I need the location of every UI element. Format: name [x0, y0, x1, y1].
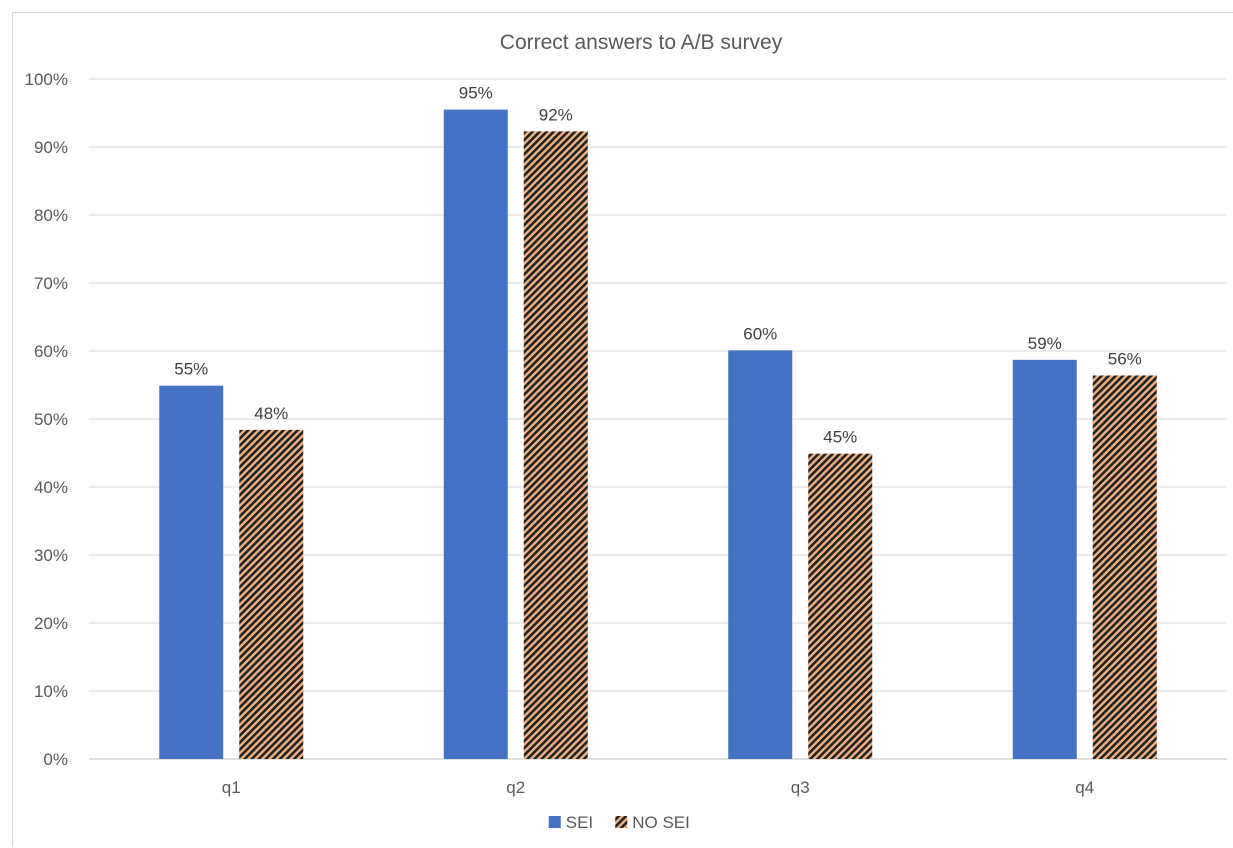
data-label: 55% — [174, 360, 208, 379]
x-tick-label: q2 — [506, 778, 525, 797]
legend: SEI NO SEI — [548, 813, 690, 832]
data-label: 92% — [539, 105, 573, 124]
y-tick-label: 100% — [25, 70, 68, 89]
bar-no-sei-q2 — [523, 131, 588, 760]
y-tick-label: 50% — [34, 410, 68, 429]
y-tick-label: 40% — [34, 478, 68, 497]
y-tick-label: 0% — [43, 750, 68, 769]
x-axis-ticks: q1 q2 q3 q4 — [222, 778, 1094, 797]
y-tick-label: 60% — [34, 342, 68, 361]
bar-sei-q2 — [443, 109, 508, 760]
y-tick-label: 90% — [34, 138, 68, 157]
bar-no-sei-q1 — [239, 429, 304, 759]
legend-label-sei: SEI — [566, 813, 593, 832]
legend-swatch-no-sei — [615, 816, 628, 828]
chart-title: Correct answers to A/B survey — [500, 31, 783, 54]
bar-sei-q1 — [159, 385, 224, 759]
data-label: 48% — [254, 404, 288, 423]
data-label: 45% — [823, 428, 857, 447]
data-labels: 55% 48% 95% 92% 60% 45% 59% 56% — [174, 84, 1142, 447]
bar-sei-q3 — [728, 350, 793, 759]
y-axis-ticks: 0% 10% 20% 30% 40% 50% 60% 70% 80% 90% 100% — [25, 70, 68, 769]
y-tick-label: 10% — [34, 682, 68, 701]
bar-no-sei-q4 — [1092, 375, 1157, 759]
data-label: 56% — [1108, 349, 1142, 368]
bars — [159, 109, 1157, 760]
y-tick-label: 30% — [34, 546, 68, 565]
bar-chart: Correct answers to A/B survey 0% 10% 20% 30… — [25, 31, 1227, 832]
chart-area: Correct answers to A/B survey 0% 10% 20% 30… — [12, 12, 1233, 847]
y-tick-label: 20% — [34, 614, 68, 633]
x-tick-label: q3 — [791, 778, 810, 797]
bar-sei-q4 — [1012, 359, 1077, 759]
x-tick-label: q4 — [1075, 778, 1094, 797]
y-tick-label: 70% — [34, 274, 68, 293]
legend-swatch-sei — [548, 816, 561, 828]
y-tick-label: 80% — [34, 206, 68, 225]
x-tick-label: q1 — [222, 778, 241, 797]
legend-label-no-sei: NO SEI — [632, 813, 690, 832]
data-label: 59% — [1028, 334, 1062, 353]
bar-no-sei-q3 — [808, 453, 873, 759]
data-label: 95% — [459, 84, 493, 103]
data-label: 60% — [743, 324, 777, 343]
